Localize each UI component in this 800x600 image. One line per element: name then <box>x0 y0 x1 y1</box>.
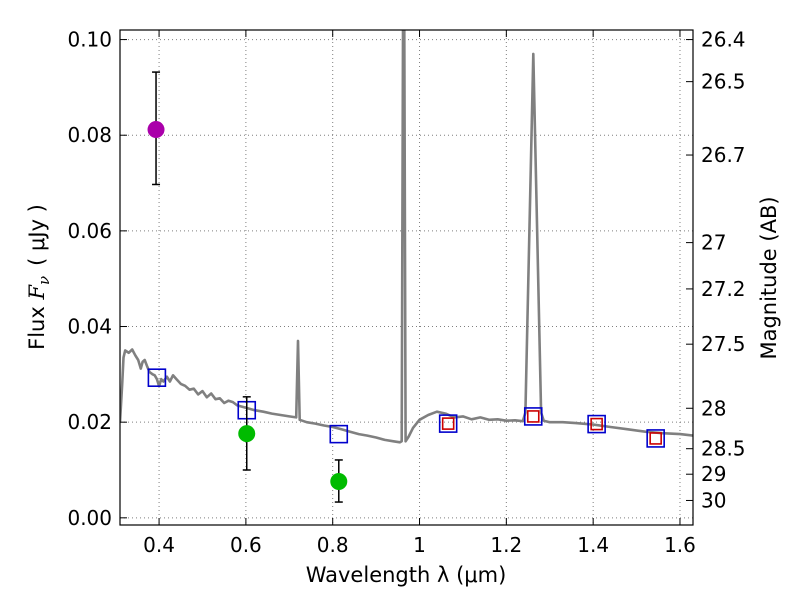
x-tick-label: 1.4 <box>577 533 609 557</box>
y-tick-label: 0.00 <box>67 506 112 530</box>
detection-point <box>147 120 165 138</box>
plot-frame <box>119 29 694 526</box>
model-flux-inner-square <box>590 417 603 431</box>
right-tick-label: 29 <box>701 462 726 486</box>
model-flux-square <box>329 424 349 444</box>
x-tick-label: 0.6 <box>230 533 262 557</box>
right-tick-label: 26.7 <box>701 143 746 167</box>
y-axis-label-symbol: F <box>25 284 49 301</box>
right-tick-label: 27 <box>701 231 726 255</box>
x-tick-label: 0.4 <box>143 533 175 557</box>
y-axis-label-unit: ( μJy ) <box>25 204 49 266</box>
y-tick-label: 0.10 <box>67 28 112 52</box>
y-axis-label-subscript: ν <box>35 276 53 285</box>
right-tick-label: 28.5 <box>701 437 746 461</box>
y-tick-label: 0.08 <box>67 123 112 147</box>
x-tick-label: 0.8 <box>317 533 349 557</box>
ticks: 0.4 0.6 0.8 1 1.2 1.4 1.6 0.00 0.02 0.04 0.06 0.08 0… <box>67 28 745 557</box>
model-flux-square <box>646 429 665 448</box>
model-flux-inner-square <box>526 410 540 423</box>
y-axis-label: Flux Fν ( μJy ) <box>25 204 53 350</box>
x-tick-label: 1.2 <box>490 533 522 557</box>
spectrum-line <box>120 30 693 444</box>
model-flux-square <box>523 407 543 426</box>
y-tick-label: 0.04 <box>67 315 112 339</box>
plot-area <box>120 30 693 503</box>
right-tick-label: 27.5 <box>701 332 746 356</box>
model-flux-inner-square <box>441 417 455 430</box>
right-tick-label: 26.5 <box>701 70 746 94</box>
y-tick-label: 0.06 <box>67 219 112 243</box>
x-tick-label: 1 <box>413 533 426 557</box>
right-tick-label: 26.4 <box>701 28 746 52</box>
model-flux-square <box>438 414 458 433</box>
x-tick-label: 1.6 <box>664 533 696 557</box>
model-flux-inner-square <box>649 432 662 445</box>
detection-point <box>238 425 256 443</box>
right-tick-label: 28 <box>701 396 726 420</box>
model-flux-square <box>147 368 167 387</box>
model-flux-square <box>587 414 606 434</box>
right-tick-label: 30 <box>701 488 726 512</box>
right-tick-label: 27.2 <box>701 277 746 301</box>
x-axis-label: Wavelength λ (μm) <box>306 563 507 587</box>
detection-point <box>330 472 348 490</box>
y-tick-label: 0.02 <box>67 410 112 434</box>
right-axis-label: Magnitude (AB) <box>757 196 781 359</box>
data-layer <box>120 30 693 503</box>
y-axis-label-prefix: Flux <box>25 300 49 350</box>
